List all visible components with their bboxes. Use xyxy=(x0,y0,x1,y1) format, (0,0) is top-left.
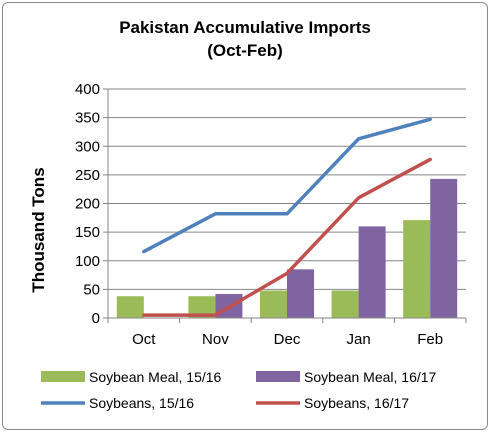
y-tick-label: 250 xyxy=(75,167,100,184)
y-axis-label: Thousand Tons xyxy=(29,167,48,292)
bar-soybean-meal-15-16 xyxy=(331,290,359,318)
bar-soybean-meal-15-16 xyxy=(403,220,431,318)
chart-subtitle: (Oct-Feb) xyxy=(207,41,283,60)
legend-swatch-soybean-meal-15-16 xyxy=(41,371,85,382)
chart-title: Pakistan Accumulative Imports xyxy=(119,18,371,37)
y-tick-label: 100 xyxy=(75,253,100,270)
y-tick-label: 400 xyxy=(75,81,100,98)
line-soybeans-15-16 xyxy=(142,117,432,254)
legend-swatch-soybean-meal-16-17 xyxy=(256,371,300,382)
bar-soybean-meal-15-16 xyxy=(116,296,144,318)
legend-label-soybean-meal-16-17: Soybean Meal, 16/17 xyxy=(304,369,437,385)
line-soybeans-16-17 xyxy=(142,157,432,317)
y-tick-label: 300 xyxy=(75,138,100,155)
y-tick-label: 0 xyxy=(92,310,100,327)
bar-soybean-meal-15-16 xyxy=(188,296,216,318)
chart-frame xyxy=(2,2,488,430)
x-tick-label: Jan xyxy=(347,331,371,348)
bar-soybean-meal-16-17 xyxy=(430,178,458,318)
y-tick-label: 350 xyxy=(75,110,100,127)
legend-label-soybeans-15-16: Soybeans, 15/16 xyxy=(89,395,194,411)
y-tick-label: 150 xyxy=(75,224,100,241)
x-tick-label: Oct xyxy=(132,331,156,348)
x-tick-label: Nov xyxy=(202,331,229,348)
y-tick-label: 50 xyxy=(83,281,100,298)
x-tick-label: Feb xyxy=(417,331,443,348)
legend-label-soybeans-16-17: Soybeans, 16/17 xyxy=(304,395,409,411)
legend-label-soybean-meal-15-16: Soybean Meal, 15/16 xyxy=(89,369,222,385)
y-tick-label: 200 xyxy=(75,196,100,213)
bar-soybean-meal-16-17 xyxy=(287,269,314,318)
bar-soybean-meal-16-17 xyxy=(358,226,386,318)
x-tick-label: Dec xyxy=(274,331,301,348)
bar-soybean-meal-15-16 xyxy=(260,290,287,318)
